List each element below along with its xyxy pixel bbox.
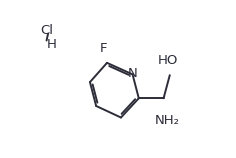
Text: F: F [100, 42, 108, 55]
Text: NH₂: NH₂ [155, 114, 180, 127]
Text: Cl: Cl [40, 24, 53, 37]
Text: H: H [46, 38, 56, 51]
Text: HO: HO [157, 54, 178, 67]
Text: N: N [128, 67, 137, 80]
